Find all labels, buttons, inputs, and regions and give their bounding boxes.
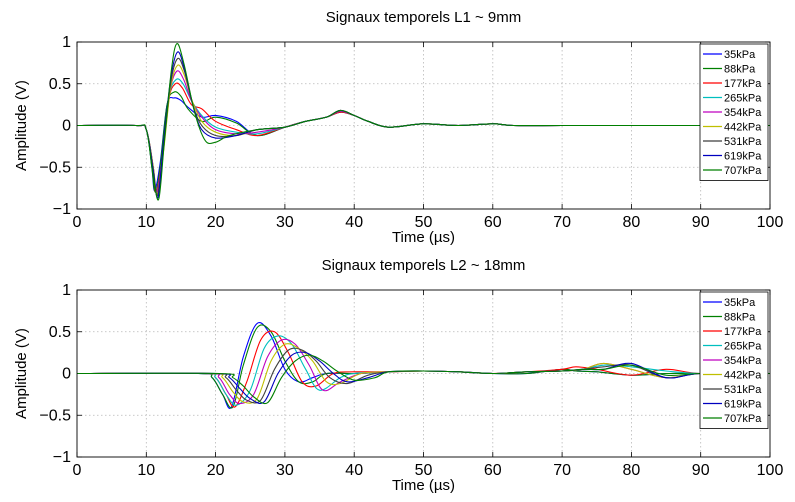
y-tick-label: 1 [62, 34, 71, 51]
plot-1: 0 10 20 30 40 50 60 70 80 90 100 −1 −0.5 0 0.5 1 Signaux… [13, 9, 783, 246]
x-tick-label: 70 [553, 214, 571, 231]
legend: 35kPa 88kPa 177kPa 265kPa 354kPa 442kPa 531kPa… [699, 291, 769, 429]
x-axis-label: Time (µs) [392, 229, 455, 246]
y-axis-label: Amplitude (V) [13, 80, 30, 171]
legend-label: 354kPa [724, 355, 762, 367]
legend-label: 265kPa [724, 93, 762, 105]
y-tick-label: 1 [62, 282, 71, 299]
x-tick-label: 30 [276, 462, 294, 479]
legend-label: 354kPa [724, 107, 762, 119]
series-group [77, 43, 770, 201]
series-line-531kPa [77, 347, 770, 404]
legend-label: 88kPa [724, 64, 756, 76]
x-tick-label: 10 [137, 214, 155, 231]
x-tick-label: 100 [757, 214, 784, 231]
legend: 35kPa 88kPa 177kPa 265kPa 354kPa 442kPa 531kPa… [699, 43, 769, 181]
x-tick-label: 40 [345, 462, 363, 479]
x-tick-label: 70 [553, 462, 571, 479]
x-tick-label: 80 [623, 462, 641, 479]
chart-title: Signaux temporels L2 ~ 18mm [322, 257, 526, 274]
legend-label: 442kPa [724, 370, 762, 382]
x-tick-label: 60 [484, 214, 502, 231]
legend-label: 177kPa [724, 326, 762, 338]
series-line-707kPa [77, 43, 770, 201]
legend-label: 88kPa [724, 312, 756, 324]
y-tick-label: 0.5 [49, 76, 71, 93]
legend-label: 619kPa [724, 399, 762, 411]
y-tick-label: −1 [53, 201, 71, 218]
series-line-442kPa [77, 343, 770, 404]
x-tick-label: 20 [207, 214, 225, 231]
y-tick-label: −1 [53, 449, 71, 466]
legend-label: 442kPa [724, 122, 762, 134]
chart-title: Signaux temporels L1 ~ 9mm [326, 9, 522, 26]
y-tick-label: −0.5 [39, 407, 71, 424]
plot-2: 0 10 20 30 40 50 60 70 80 90 100 −1 −0.5 0 0.5 1 Signaux… [13, 257, 783, 494]
x-tick-label: 50 [415, 462, 433, 479]
legend-label: 35kPa [724, 297, 756, 309]
x-axis-label: Time (µs) [392, 477, 455, 494]
axes-frame [76, 289, 771, 458]
legend-label: 531kPa [724, 136, 762, 148]
x-tick-label: 100 [757, 462, 784, 479]
x-tick-label: 50 [415, 214, 433, 231]
legend-label: 619kPa [724, 151, 762, 163]
legend-label: 707kPa [724, 165, 762, 177]
x-tick-label: 90 [692, 214, 710, 231]
x-tick-label: 0 [73, 462, 82, 479]
x-tick-label: 20 [207, 462, 225, 479]
x-tick-label: 90 [692, 462, 710, 479]
y-tick-label: 0 [62, 366, 71, 383]
axes-frame [76, 41, 771, 210]
legend-label: 35kPa [724, 49, 756, 61]
legend-label: 177kPa [724, 78, 762, 90]
x-tick-label: 0 [73, 214, 82, 231]
x-tick-label: 60 [484, 462, 502, 479]
x-tick-label: 30 [276, 214, 294, 231]
y-axis-label: Amplitude (V) [13, 328, 30, 419]
y-tick-label: 0 [62, 118, 71, 135]
legend-label: 707kPa [724, 413, 762, 425]
legend-label: 265kPa [724, 341, 762, 353]
x-tick-label: 80 [623, 214, 641, 231]
x-tick-label: 10 [137, 462, 155, 479]
series-line-265kPa [77, 335, 770, 406]
x-tick-label: 40 [345, 214, 363, 231]
series-line-707kPa [77, 354, 770, 405]
y-tick-label: −0.5 [39, 159, 71, 176]
series-group [77, 322, 770, 409]
legend-label: 531kPa [724, 384, 762, 396]
y-tick-label: 0.5 [49, 324, 71, 341]
